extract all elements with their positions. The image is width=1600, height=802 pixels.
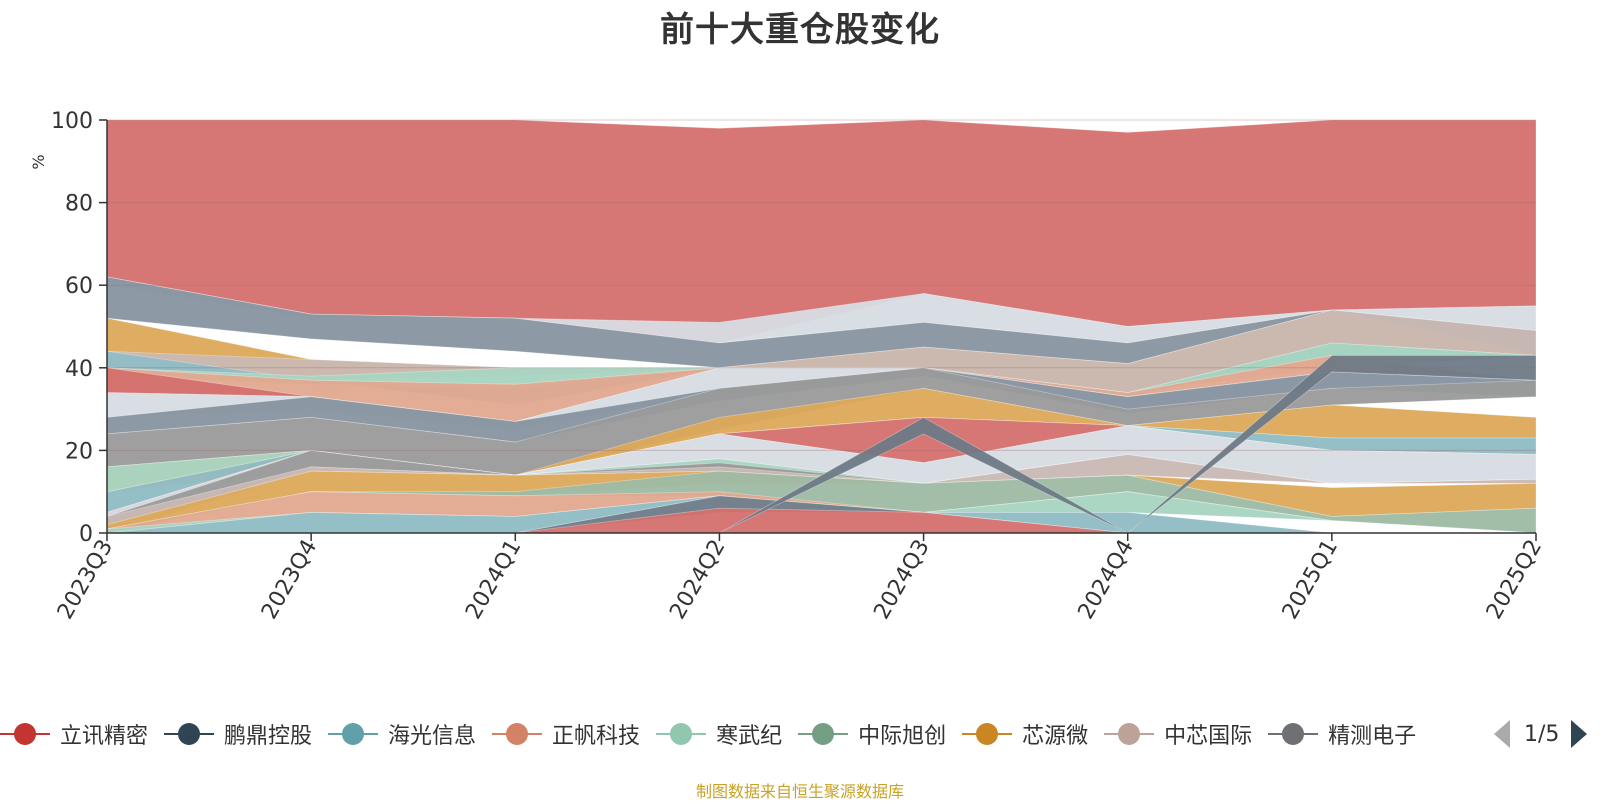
legend-page-indicator: 1/5 bbox=[1524, 721, 1560, 747]
area-band-24[interactable] bbox=[106, 495, 1536, 534]
x-tick-label: 2025Q1 bbox=[1278, 536, 1343, 624]
legend-next-page-icon[interactable] bbox=[1571, 720, 1588, 748]
legend-swatch-icon bbox=[962, 722, 1013, 746]
legend-pager: 1/5 bbox=[1494, 716, 1588, 752]
area-bands bbox=[106, 119, 1537, 534]
x-tick-label: 2023Q4 bbox=[257, 536, 322, 624]
legend-swatch-icon bbox=[0, 722, 50, 746]
legend-item[interactable]: 寒武纪 bbox=[656, 712, 782, 756]
legend-label: 立讯精密 bbox=[60, 724, 149, 749]
legend-item[interactable]: 正帆科技 bbox=[492, 712, 640, 756]
legend-label: 中际旭创 bbox=[858, 724, 947, 749]
x-tick-label: 2024Q1 bbox=[461, 536, 526, 624]
y-tick-label: 60 bbox=[65, 274, 93, 299]
y-axis-label: % bbox=[29, 154, 48, 169]
area-band-22[interactable] bbox=[106, 491, 1537, 534]
legend-item[interactable]: 精测电子 bbox=[1268, 712, 1416, 756]
y-tick-label: 0 bbox=[79, 522, 93, 547]
legend-swatch-icon bbox=[492, 722, 543, 746]
legend-label: 鹏鼎控股 bbox=[224, 724, 313, 749]
area-band-12[interactable] bbox=[106, 367, 1537, 476]
legend-prev-page-icon[interactable] bbox=[1494, 720, 1510, 748]
y-tick-label: 80 bbox=[65, 192, 93, 217]
legend-item[interactable]: 芯源微 bbox=[962, 712, 1088, 756]
legend-swatch-icon bbox=[798, 722, 849, 746]
x-tick-label: 2024Q3 bbox=[869, 536, 934, 624]
x-tick-label: 2025Q2 bbox=[1482, 536, 1547, 624]
legend-label: 正帆科技 bbox=[552, 724, 641, 749]
legend-swatch-icon bbox=[1104, 722, 1155, 746]
legend-item[interactable]: 海光信息 bbox=[328, 712, 476, 756]
area-band-23[interactable] bbox=[106, 491, 1537, 534]
x-tick-label: 2023Q3 bbox=[53, 536, 118, 624]
legend-item[interactable]: 鹏鼎控股 bbox=[164, 712, 312, 756]
legend-label: 海光信息 bbox=[388, 724, 477, 749]
legend-label: 寒武纪 bbox=[716, 724, 783, 749]
legend-label: 中芯国际 bbox=[1164, 724, 1253, 749]
legend-swatch-icon bbox=[656, 722, 707, 746]
source-note: 制图数据来自恒生聚源数据库 bbox=[695, 782, 904, 801]
chart-plot-area: 0 20 40 60 80 100 2023Q3 2023Q4 2024Q1 2024Q2 2024… bbox=[29, 109, 1547, 624]
legend-item[interactable]: 中际旭创 bbox=[798, 712, 946, 756]
legend-swatch-icon bbox=[1268, 722, 1319, 746]
x-tick-label: 2024Q4 bbox=[1074, 536, 1139, 624]
legend-swatch-icon bbox=[164, 722, 215, 746]
x-tick-label: 2024Q2 bbox=[665, 536, 730, 624]
legend-item[interactable]: 中芯国际 bbox=[1104, 712, 1252, 756]
y-tick-label: 20 bbox=[65, 439, 93, 464]
y-tick-label: 100 bbox=[51, 109, 93, 134]
legend-label: 芯源微 bbox=[1022, 724, 1089, 749]
legend-swatch-icon bbox=[328, 722, 379, 746]
legend-item[interactable]: 立讯精密 bbox=[0, 712, 148, 756]
legend-label: 精测电子 bbox=[1328, 724, 1417, 749]
chart-title: 前十大重仓股变化 bbox=[660, 10, 940, 50]
y-tick-label: 40 bbox=[65, 357, 93, 382]
legend: 立讯精密 鹏鼎控股 海光信息 正帆科技 寒武纪 中际旭创 芯源微 中芯国际 精测电子 bbox=[0, 712, 1480, 756]
